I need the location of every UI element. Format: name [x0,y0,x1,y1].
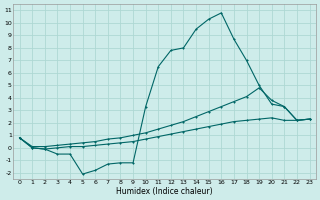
X-axis label: Humidex (Indice chaleur): Humidex (Indice chaleur) [116,187,213,196]
